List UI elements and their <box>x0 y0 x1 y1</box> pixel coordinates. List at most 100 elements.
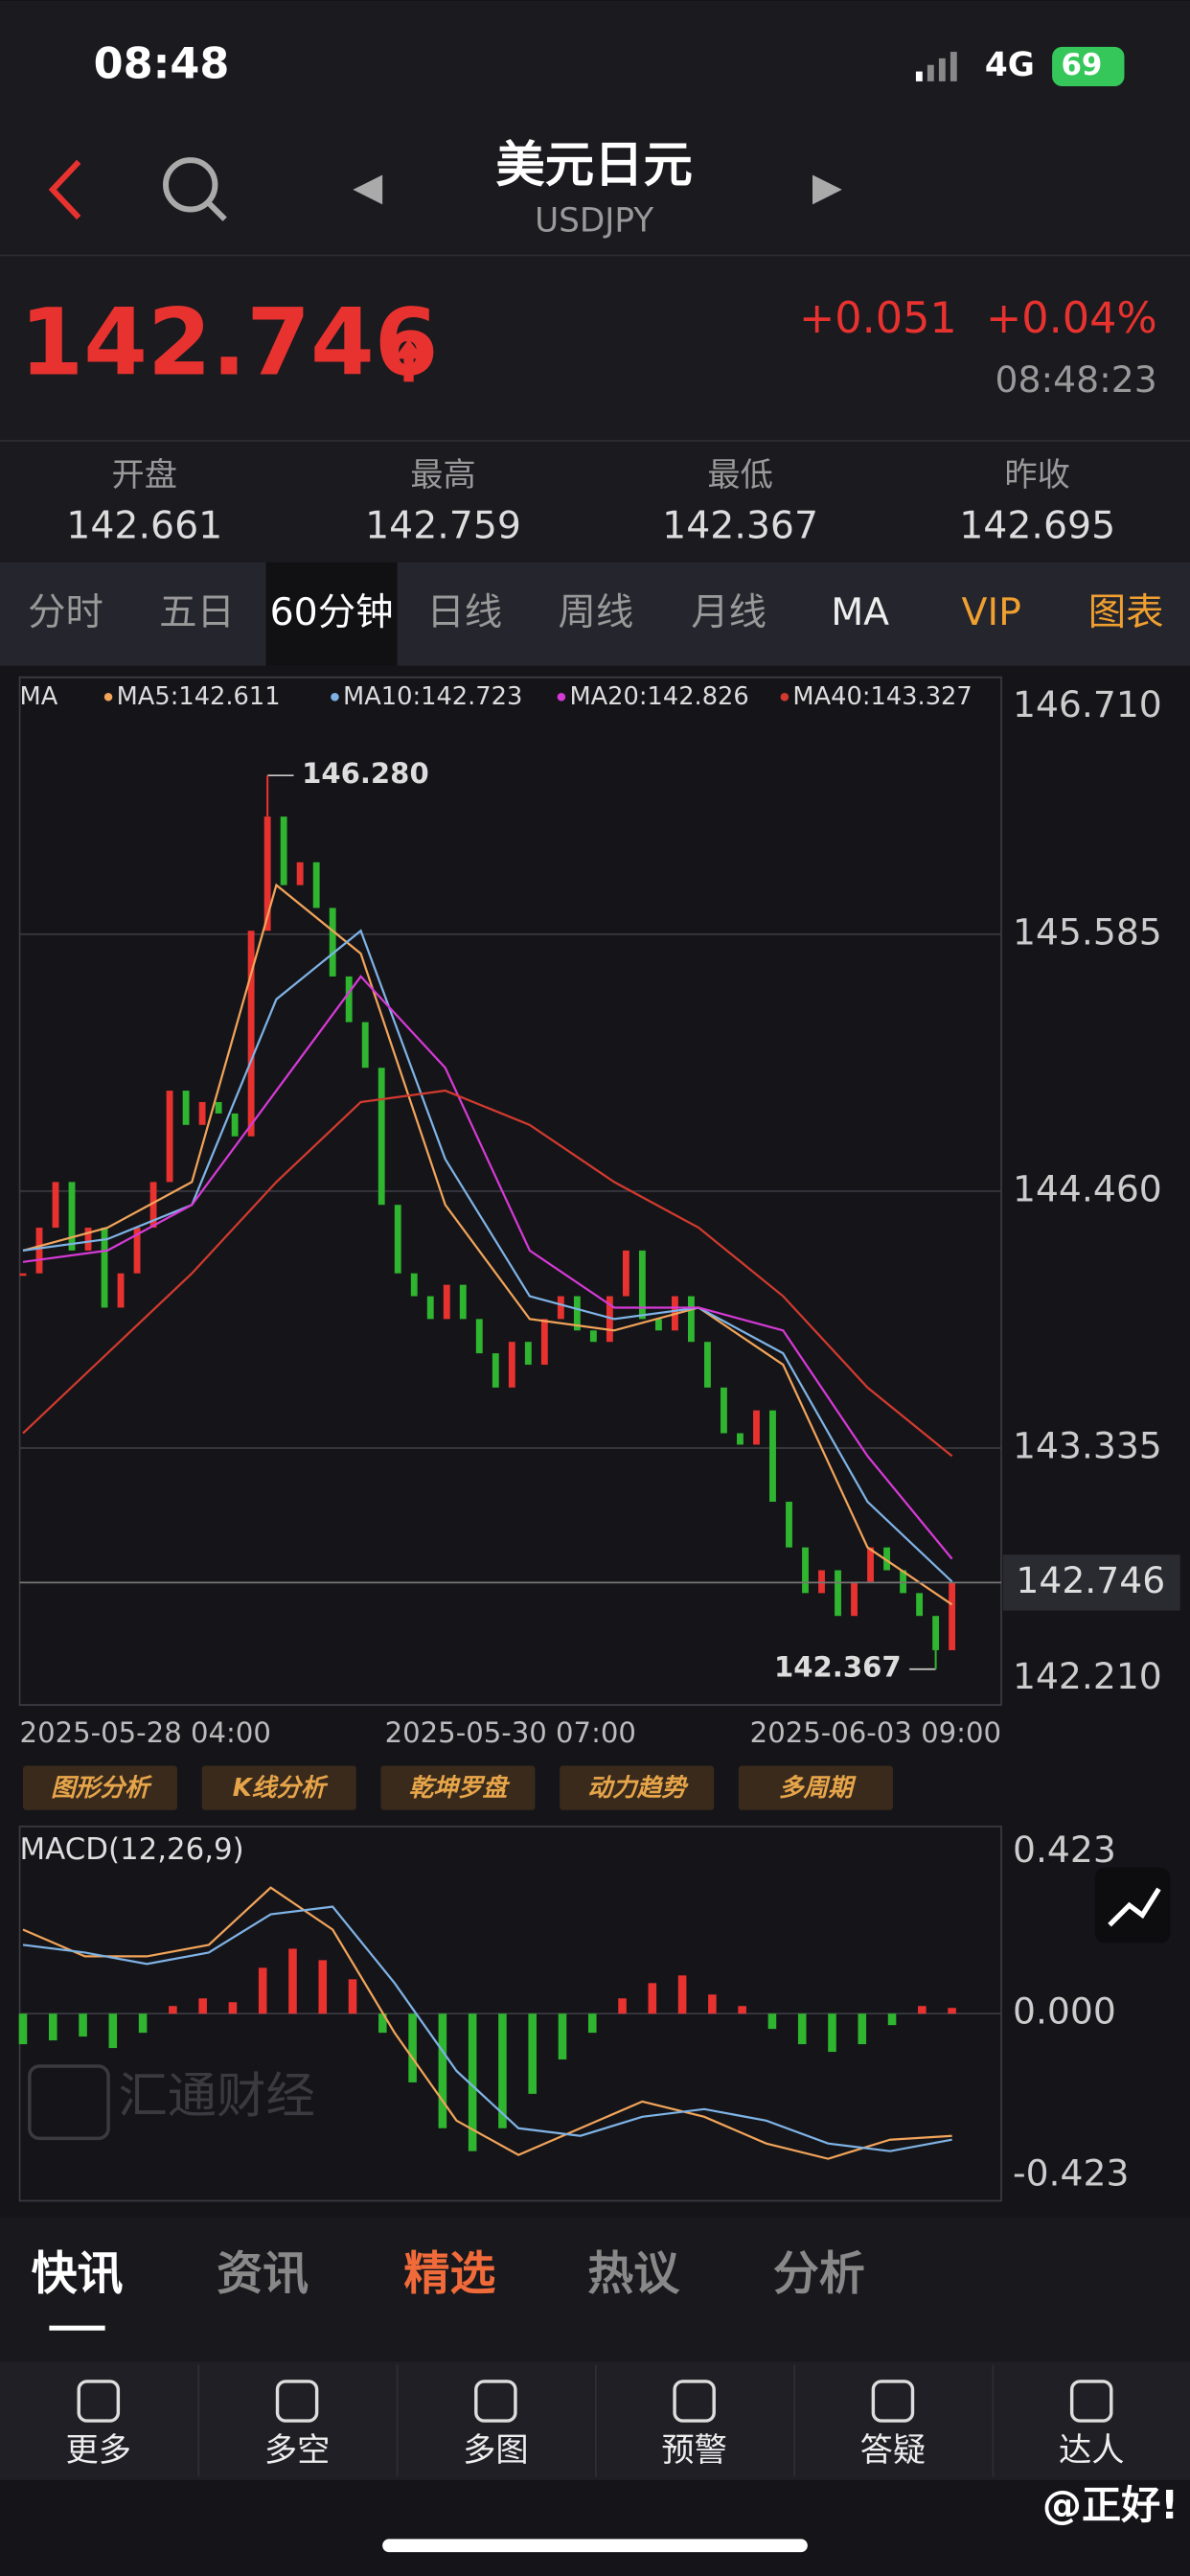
macd-bar <box>918 2006 927 2014</box>
candle <box>492 1353 499 1388</box>
macd-bar <box>828 2013 836 2053</box>
tool-button-label[interactable]: 多周期 <box>779 1774 857 1803</box>
macd-bar <box>468 2013 477 2151</box>
quote-time: 08:48:23 <box>995 358 1157 401</box>
tool-button[interactable] <box>201 1765 356 1810</box>
tab[interactable]: MA <box>831 590 889 634</box>
nav-icon[interactable] <box>77 2380 121 2423</box>
macd-bar <box>587 2013 597 2034</box>
tool-button[interactable] <box>380 1765 536 1810</box>
stat-value: 142.759 <box>365 503 521 547</box>
price: 142.746 <box>20 288 439 396</box>
candle <box>263 816 271 932</box>
macd-bar <box>738 2006 746 2014</box>
y-tick-label: -0.423 <box>1013 2151 1129 2194</box>
candle <box>410 1273 418 1297</box>
status-network: 4G <box>985 46 1035 84</box>
candle <box>475 1319 483 1354</box>
tab[interactable]: 月线 <box>691 590 767 634</box>
stat-label: 昨收 <box>1004 456 1070 494</box>
change: +0.051 <box>799 293 957 343</box>
tab[interactable]: VIP <box>962 590 1021 634</box>
news-tab[interactable]: 热议 <box>587 2246 680 2300</box>
tab[interactable]: 日线 <box>426 590 502 634</box>
tool-button[interactable] <box>22 1765 178 1810</box>
candle <box>769 1410 776 1503</box>
back-button[interactable] <box>48 159 81 220</box>
nav-icon[interactable] <box>673 2380 716 2423</box>
tab[interactable]: 五日 <box>159 590 235 634</box>
nav-icon[interactable] <box>474 2380 517 2423</box>
candle <box>345 976 353 1023</box>
legend-dot <box>331 693 339 702</box>
nav-label[interactable]: 答疑 <box>860 2431 927 2470</box>
nav-label[interactable]: 多空 <box>264 2431 331 2470</box>
candle <box>182 1091 190 1125</box>
candle <box>851 1581 858 1617</box>
candle <box>916 1593 924 1617</box>
macd-line <box>22 1886 952 2160</box>
nav-icon[interactable] <box>275 2380 319 2423</box>
side-icon[interactable] <box>1094 1867 1171 1944</box>
ma-line <box>22 1089 953 1458</box>
macd-bar <box>858 2013 867 2045</box>
macd-bar <box>677 1975 687 2014</box>
candle <box>721 1387 727 1434</box>
nav-label[interactable]: 更多 <box>66 2431 132 2470</box>
news-tab[interactable]: 资讯 <box>217 2246 309 2300</box>
candle <box>231 1113 239 1137</box>
news-tab[interactable]: 精选 <box>403 2246 495 2300</box>
tool-button-label[interactable]: K线分析 <box>233 1774 329 1803</box>
macd-bar <box>708 1994 717 2014</box>
prev-arrow[interactable] <box>353 174 383 205</box>
macd-bar <box>169 2006 177 2014</box>
candle <box>704 1342 711 1388</box>
macd-bar <box>48 2013 57 2041</box>
stat-label: 最低 <box>707 456 773 494</box>
next-arrow[interactable] <box>812 174 842 205</box>
stat-value: 142.367 <box>662 503 818 547</box>
tab-active-bg <box>265 562 398 666</box>
y-tick-label: 0.423 <box>1013 1828 1116 1871</box>
search-button[interactable] <box>163 157 227 221</box>
current-price-label: 142.746 <box>1016 1559 1165 1601</box>
tool-button-label[interactable]: 动力趋势 <box>587 1774 689 1803</box>
tab[interactable]: 周线 <box>558 590 633 634</box>
tool-button-label[interactable]: 图形分析 <box>51 1774 152 1803</box>
candle <box>101 1228 108 1308</box>
nav-icon[interactable] <box>1069 2380 1113 2423</box>
candle <box>638 1250 646 1320</box>
tool-button[interactable] <box>738 1765 893 1810</box>
y-tick-label: 143.335 <box>1013 1425 1162 1467</box>
x-label: 2025-05-30 07:00 <box>385 1716 636 1749</box>
candle <box>117 1273 125 1308</box>
candle <box>35 1228 43 1274</box>
news-tab[interactable]: 分析 <box>773 2246 865 2300</box>
candle <box>753 1410 760 1445</box>
candle <box>524 1342 532 1366</box>
macd-bar <box>138 2013 148 2034</box>
candle <box>198 1101 206 1125</box>
header-bg <box>0 0 1190 563</box>
tool-button[interactable] <box>560 1765 715 1810</box>
news-bg <box>0 2217 1190 2362</box>
nav-label[interactable]: 多图 <box>463 2431 529 2470</box>
news-tab-underline <box>49 2325 105 2331</box>
macd-bar <box>887 2013 897 2026</box>
candle <box>949 1582 956 1650</box>
nav-label[interactable]: 达人 <box>1059 2431 1125 2470</box>
candle <box>19 1273 27 1276</box>
tab[interactable]: 分时 <box>28 590 103 634</box>
tool-button-label[interactable]: 乾坤罗盘 <box>409 1774 511 1803</box>
macd-bar <box>408 2013 417 2082</box>
nav-label[interactable]: 预警 <box>661 2431 727 2470</box>
stat-value: 142.695 <box>959 503 1115 547</box>
tabs-bg <box>0 562 1190 666</box>
nav-icon[interactable] <box>871 2380 915 2423</box>
tab[interactable]: 图表 <box>1088 590 1164 634</box>
stat-label: 最高 <box>410 456 476 494</box>
news-tab[interactable]: 快讯 <box>32 2246 124 2300</box>
tab[interactable]: 60分钟 <box>270 590 394 634</box>
